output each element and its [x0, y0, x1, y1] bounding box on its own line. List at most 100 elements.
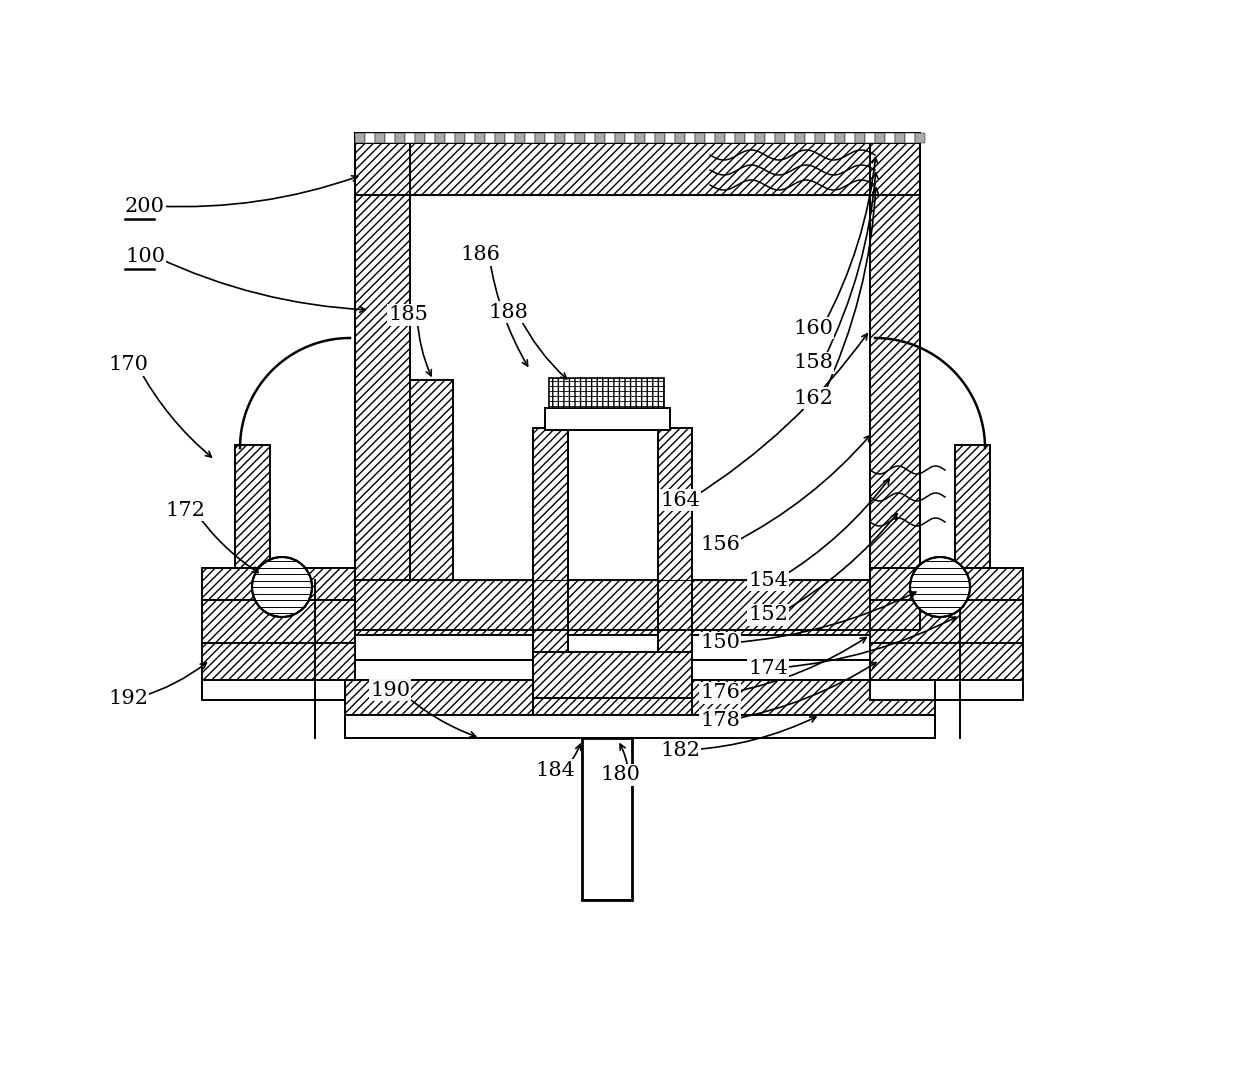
Bar	[525, 134, 534, 143]
Bar	[425, 134, 435, 143]
Text: 100: 100	[125, 247, 165, 266]
Bar	[355, 134, 365, 143]
Bar	[374, 134, 384, 143]
Text: 184: 184	[534, 760, 575, 780]
Text: 192: 192	[108, 689, 148, 707]
Bar	[515, 134, 525, 143]
Bar	[615, 134, 625, 143]
Bar	[410, 380, 453, 580]
Bar	[870, 643, 1023, 680]
Bar	[475, 134, 485, 143]
Bar	[546, 408, 670, 430]
Text: 190: 190	[370, 680, 410, 700]
Bar	[485, 134, 495, 143]
Text: 162: 162	[794, 389, 833, 408]
Bar	[465, 134, 475, 143]
Bar	[655, 134, 665, 143]
Text: 156: 156	[701, 535, 740, 554]
Bar	[533, 651, 692, 698]
Bar	[355, 143, 920, 195]
Bar	[585, 134, 595, 143]
Bar	[345, 680, 935, 714]
Bar	[415, 134, 425, 143]
Bar	[556, 134, 565, 143]
Bar	[315, 660, 960, 680]
Bar	[568, 428, 658, 651]
Text: 174: 174	[748, 659, 787, 677]
Bar	[870, 568, 1023, 600]
Bar	[955, 445, 990, 580]
Bar	[866, 134, 875, 143]
Bar	[365, 134, 374, 143]
Bar	[775, 134, 785, 143]
Bar	[658, 428, 692, 651]
Bar	[495, 134, 505, 143]
Bar	[202, 643, 355, 680]
Bar	[546, 134, 556, 143]
Bar	[582, 738, 632, 900]
Text: 185: 185	[388, 305, 428, 325]
Bar	[435, 134, 445, 143]
Bar	[505, 134, 515, 143]
Bar	[410, 195, 870, 580]
Circle shape	[252, 557, 312, 617]
Bar	[605, 134, 615, 143]
Bar	[875, 134, 885, 143]
Bar	[315, 580, 960, 635]
Bar	[870, 143, 920, 630]
Bar	[895, 134, 905, 143]
Text: 186: 186	[460, 246, 500, 265]
Bar	[202, 568, 355, 600]
Bar	[755, 134, 765, 143]
Circle shape	[910, 557, 970, 617]
Text: 164: 164	[660, 490, 699, 509]
Bar	[765, 134, 775, 143]
Bar	[675, 134, 684, 143]
Bar	[905, 134, 915, 143]
Text: 176: 176	[701, 684, 740, 703]
Text: 150: 150	[701, 633, 740, 653]
Text: 160: 160	[794, 318, 833, 337]
Bar	[665, 134, 675, 143]
Bar	[684, 134, 694, 143]
Bar	[785, 134, 795, 143]
Bar	[645, 134, 655, 143]
Bar	[445, 134, 455, 143]
Text: 152: 152	[748, 606, 787, 625]
Text: 200: 200	[125, 197, 165, 216]
Bar	[345, 714, 935, 738]
Text: 172: 172	[165, 501, 205, 519]
Bar	[635, 134, 645, 143]
Bar	[844, 134, 856, 143]
Bar	[870, 680, 1023, 700]
Bar	[236, 445, 270, 580]
Bar	[202, 600, 355, 643]
Text: 170: 170	[108, 356, 148, 375]
Text: 182: 182	[660, 740, 699, 759]
Text: 178: 178	[701, 710, 740, 729]
Bar	[549, 378, 663, 408]
Bar	[745, 134, 755, 143]
Bar	[795, 134, 805, 143]
Text: 180: 180	[600, 766, 640, 785]
Bar	[565, 134, 575, 143]
Bar	[825, 134, 835, 143]
Bar	[355, 143, 410, 630]
Bar	[915, 134, 925, 143]
Bar	[384, 134, 396, 143]
Bar	[815, 134, 825, 143]
Bar	[202, 680, 345, 700]
Bar	[533, 428, 568, 651]
Bar	[595, 134, 605, 143]
Bar	[396, 134, 405, 143]
Text: 154: 154	[748, 570, 787, 590]
Bar	[405, 134, 415, 143]
Bar	[534, 134, 546, 143]
Bar	[805, 134, 815, 143]
Bar	[706, 134, 715, 143]
Text: 158: 158	[794, 354, 833, 373]
Text: 188: 188	[489, 302, 528, 321]
Bar	[725, 134, 735, 143]
Bar	[315, 635, 960, 660]
Bar	[885, 134, 895, 143]
